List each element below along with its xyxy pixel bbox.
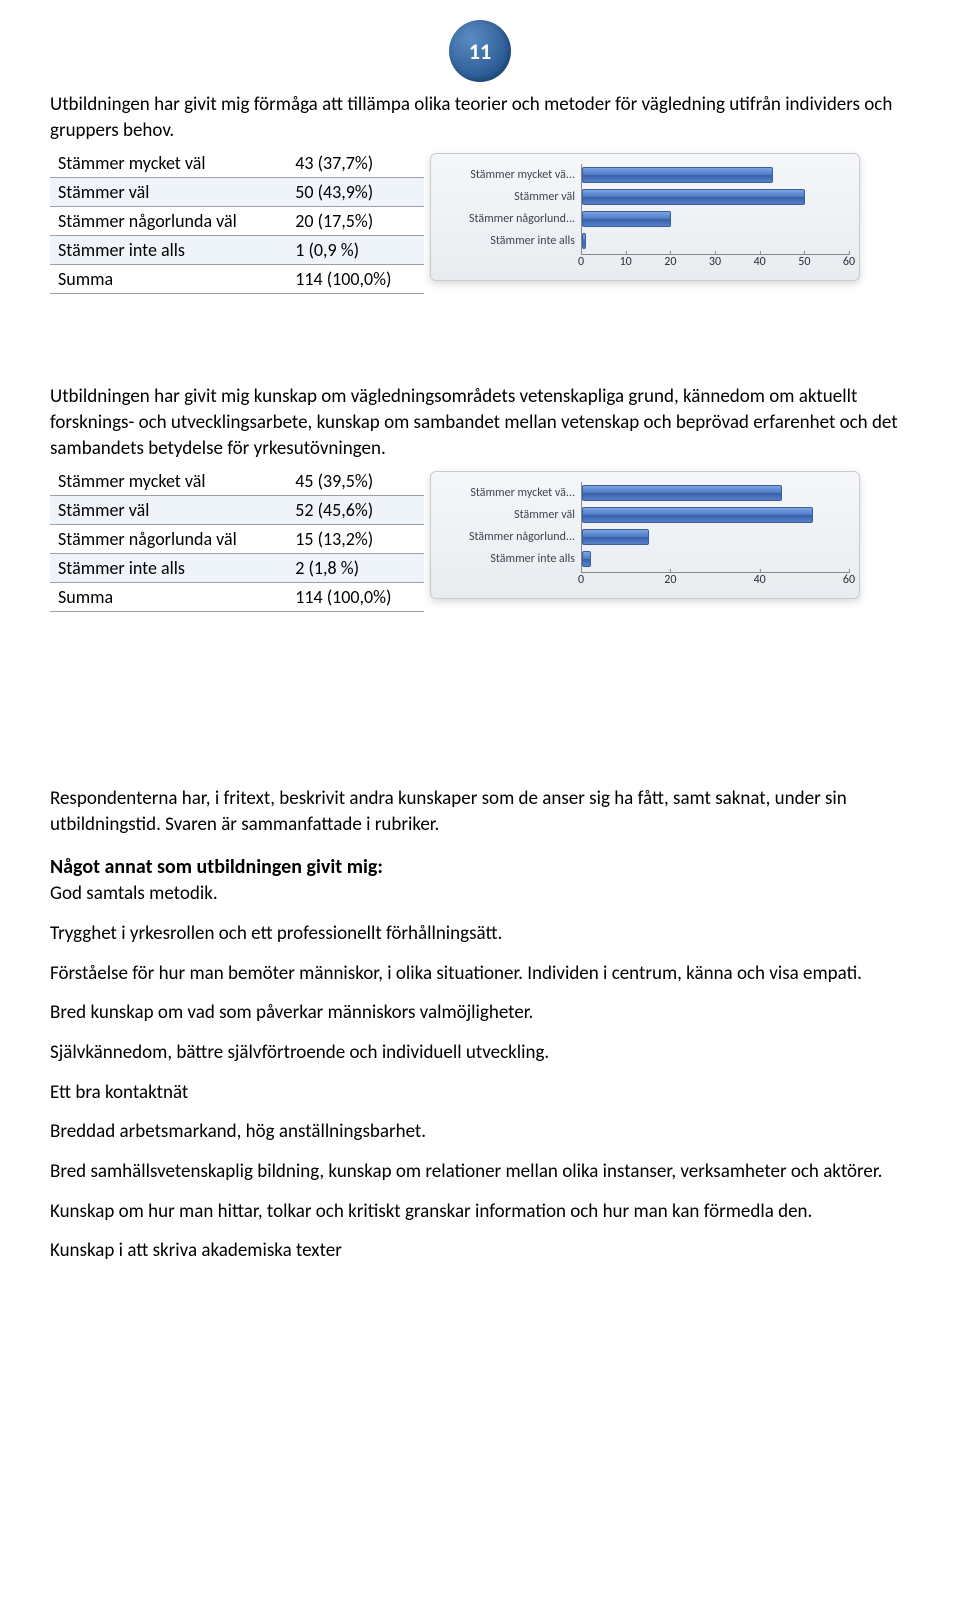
- chart-track: [581, 482, 849, 504]
- row-label: Stämmer mycket väl: [50, 467, 287, 496]
- chart-bar-row: Stämmer någorlund...: [441, 526, 849, 548]
- axis-tick: 60: [843, 573, 855, 587]
- chart-bar: [582, 529, 649, 545]
- page-number: 11: [469, 38, 491, 65]
- chart-track: [581, 208, 849, 230]
- section-heading: Något annat som utbildningen givit mig:: [50, 855, 910, 879]
- question-2-block: Stämmer mycket väl45 (39,5%)Stämmer väl5…: [50, 467, 910, 612]
- table-row: Stämmer väl50 (43,9%): [50, 178, 424, 207]
- axis-tick: 20: [664, 573, 676, 587]
- chart-track: [581, 526, 849, 548]
- chart-bar-row: Stämmer väl: [441, 186, 849, 208]
- chart-bar-row: Stämmer väl: [441, 504, 849, 526]
- chart-axis: 0204060: [441, 572, 849, 592]
- row-value: 50 (43,9%): [287, 178, 424, 207]
- page-number-badge: 11: [449, 20, 511, 82]
- chart-category-label: Stämmer mycket vä...: [441, 168, 581, 182]
- chart-bar: [582, 167, 773, 183]
- question-2-table: Stämmer mycket väl45 (39,5%)Stämmer väl5…: [50, 467, 424, 612]
- row-label: Summa: [50, 265, 287, 294]
- table-row: Stämmer väl52 (45,6%): [50, 496, 424, 525]
- row-value: 1 (0,9 %): [287, 236, 424, 265]
- chart-category-label: Stämmer inte alls: [441, 234, 581, 248]
- chart-axis: 0102030405060: [441, 254, 849, 274]
- row-label: Stämmer mycket väl: [50, 149, 287, 178]
- chart-category-label: Stämmer mycket vä...: [441, 486, 581, 500]
- list-item: Kunskap i att skriva akademiska texter: [50, 1238, 910, 1264]
- chart-track: [581, 186, 849, 208]
- chart-track: [581, 230, 849, 252]
- row-label: Stämmer inte alls: [50, 236, 287, 265]
- list-item: Förståelse för hur man bemöter människor…: [50, 961, 910, 987]
- axis-tick: 20: [664, 255, 676, 269]
- chart-bar-row: Stämmer någorlund...: [441, 208, 849, 230]
- question-2-chart: Stämmer mycket vä... Stämmer väl Stämmer n…: [430, 471, 860, 599]
- question-1-text: Utbildningen har givit mig förmåga att t…: [50, 92, 910, 143]
- chart-bar: [582, 233, 586, 249]
- row-label: Stämmer inte alls: [50, 554, 287, 583]
- table-row: Stämmer inte alls1 (0,9 %): [50, 236, 424, 265]
- question-1-block: Stämmer mycket väl43 (37,7%)Stämmer väl5…: [50, 149, 910, 294]
- free-text-intro: Respondenterna har, i fritext, beskrivit…: [50, 786, 910, 837]
- chart-bar: [582, 211, 671, 227]
- chart-track: [581, 548, 849, 570]
- row-value: 114 (100,0%): [287, 583, 424, 612]
- question-2-text: Utbildningen har givit mig kunskap om vä…: [50, 384, 910, 461]
- question-1-table: Stämmer mycket väl43 (37,7%)Stämmer väl5…: [50, 149, 424, 294]
- row-label: Stämmer väl: [50, 178, 287, 207]
- chart-category-label: Stämmer någorlund...: [441, 530, 581, 544]
- axis-tick: 0: [578, 573, 584, 587]
- row-value: 2 (1,8 %): [287, 554, 424, 583]
- chart-bar-row: Stämmer mycket vä...: [441, 164, 849, 186]
- axis-tick: 60: [843, 255, 855, 269]
- list-item: Bred kunskap om vad som påverkar människ…: [50, 1000, 910, 1026]
- table-row: Stämmer inte alls2 (1,8 %): [50, 554, 424, 583]
- chart-track: [581, 164, 849, 186]
- list-item: Kunskap om hur man hittar, tolkar och kr…: [50, 1199, 910, 1225]
- chart-category-label: Stämmer väl: [441, 190, 581, 204]
- axis-tick: 40: [754, 255, 766, 269]
- row-value: 20 (17,5%): [287, 207, 424, 236]
- question-1-chart: Stämmer mycket vä... Stämmer väl Stämmer n…: [430, 153, 860, 281]
- chart-bar-row: Stämmer mycket vä...: [441, 482, 849, 504]
- list-item: Självkännedom, bättre självförtroende oc…: [50, 1040, 910, 1066]
- row-value: 45 (39,5%): [287, 467, 424, 496]
- axis-tick: 40: [754, 573, 766, 587]
- chart-category-label: Stämmer väl: [441, 508, 581, 522]
- table-row: Stämmer mycket väl43 (37,7%): [50, 149, 424, 178]
- table-row: Summa114 (100,0%): [50, 583, 424, 612]
- row-label: Summa: [50, 583, 287, 612]
- row-value: 43 (37,7%): [287, 149, 424, 178]
- row-label: Stämmer väl: [50, 496, 287, 525]
- row-label: Stämmer någorlunda väl: [50, 525, 287, 554]
- chart-bar-row: Stämmer inte alls: [441, 230, 849, 252]
- table-row: Stämmer någorlunda väl15 (13,2%): [50, 525, 424, 554]
- chart-bar: [582, 551, 591, 567]
- chart-track: [581, 504, 849, 526]
- list-item: Bred samhällsvetenskaplig bildning, kuns…: [50, 1159, 910, 1185]
- list-item: Trygghet i yrkesrollen och ett professio…: [50, 921, 910, 947]
- table-row: Stämmer någorlunda väl20 (17,5%): [50, 207, 424, 236]
- chart-bar: [582, 485, 782, 501]
- table-row: Stämmer mycket väl45 (39,5%): [50, 467, 424, 496]
- row-value: 114 (100,0%): [287, 265, 424, 294]
- row-label: Stämmer någorlunda väl: [50, 207, 287, 236]
- table-row: Summa114 (100,0%): [50, 265, 424, 294]
- chart-bar: [582, 189, 805, 205]
- chart-bar-row: Stämmer inte alls: [441, 548, 849, 570]
- list-item: Ett bra kontaktnät: [50, 1080, 910, 1106]
- chart-category-label: Stämmer inte alls: [441, 552, 581, 566]
- axis-tick: 50: [798, 255, 810, 269]
- axis-tick: 30: [709, 255, 721, 269]
- chart-bar: [582, 507, 813, 523]
- row-value: 15 (13,2%): [287, 525, 424, 554]
- axis-tick: 10: [620, 255, 632, 269]
- axis-tick: 0: [578, 255, 584, 269]
- row-value: 52 (45,6%): [287, 496, 424, 525]
- list-item: God samtals metodik.: [50, 881, 910, 907]
- list-item: Breddad arbetsmarkand, hög anställningsb…: [50, 1119, 910, 1145]
- chart-category-label: Stämmer någorlund...: [441, 212, 581, 226]
